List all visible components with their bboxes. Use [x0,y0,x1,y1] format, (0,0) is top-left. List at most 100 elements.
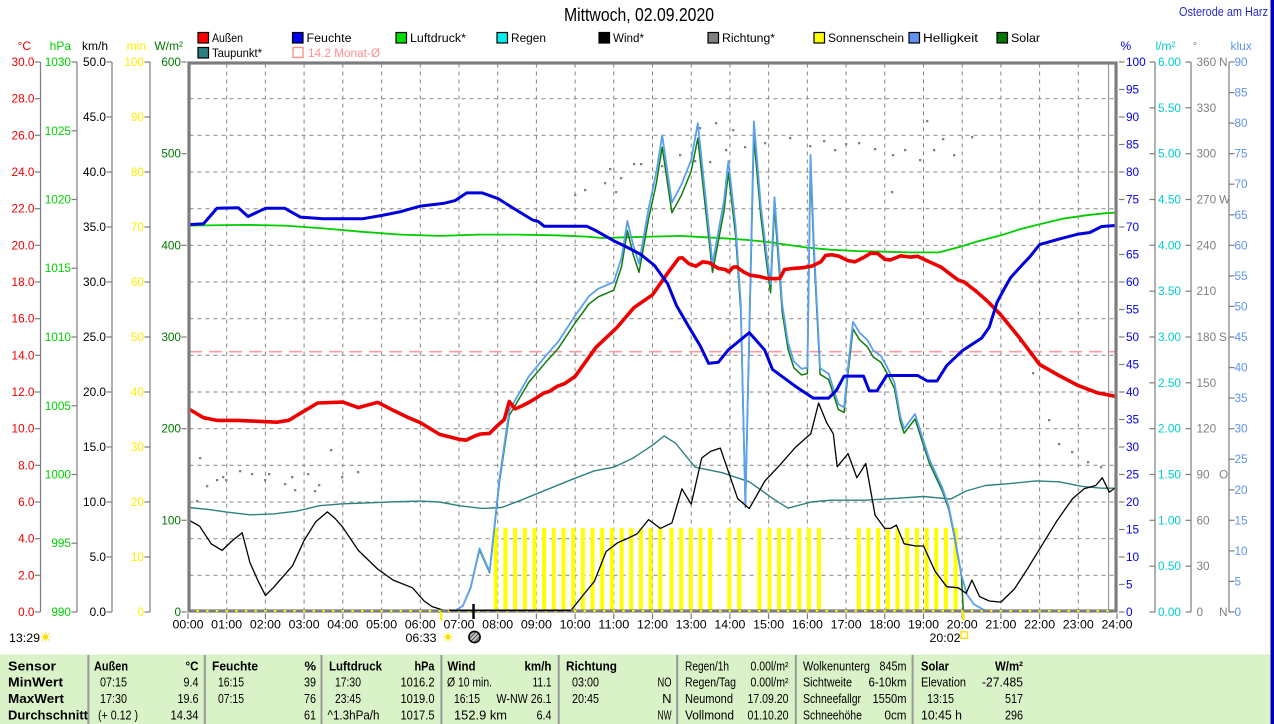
svg-text:6.0: 6.0 [18,495,35,509]
svg-text:14:00: 14:00 [714,618,745,632]
svg-text:17:30: 17:30 [335,675,361,690]
svg-text:360: 360 [1197,55,1217,69]
svg-text:10:45 h: 10:45 h [921,708,962,723]
svg-text:180: 180 [1197,330,1217,344]
svg-text:Feuchte: Feuchte [212,658,258,673]
svg-text:20:02: 20:02 [930,631,961,645]
svg-text:13:00: 13:00 [676,618,707,632]
svg-text:19.6: 19.6 [178,691,199,706]
svg-text:60: 60 [1235,238,1249,252]
svg-text:Feuchte: Feuchte [307,31,352,45]
svg-text:07:15: 07:15 [100,675,127,690]
svg-text:85: 85 [1235,86,1249,100]
svg-text:1550m: 1550m [873,691,907,706]
svg-text:10: 10 [1235,544,1249,558]
svg-text:NO: NO [658,675,672,690]
svg-text:50: 50 [131,330,145,344]
svg-text:°C: °C [186,658,200,673]
svg-text:45.0: 45.0 [83,110,106,124]
svg-text:0.00l/m²: 0.00l/m² [751,658,790,673]
svg-text:06:33: 06:33 [406,631,437,645]
svg-text:15: 15 [1126,523,1140,537]
svg-text:0.50: 0.50 [1158,559,1181,573]
svg-text:85: 85 [1126,138,1140,152]
svg-text:65: 65 [1126,248,1140,262]
svg-text:Regen/Tag: Regen/Tag [685,675,736,690]
svg-text:Osterode am Harz: Osterode am Harz [1179,4,1268,19]
svg-text:1030: 1030 [45,55,72,69]
svg-text:3.50: 3.50 [1158,284,1181,298]
svg-text:15:00: 15:00 [753,618,784,632]
svg-text:100: 100 [124,55,144,69]
svg-text:80: 80 [1235,116,1249,130]
svg-text:O: O [1219,468,1228,482]
svg-text:600: 600 [161,55,181,69]
svg-text:14.2 Monat-Ø: 14.2 Monat-Ø [308,46,380,60]
svg-text:2.00: 2.00 [1158,422,1181,436]
svg-text:200: 200 [161,422,181,436]
svg-text:Außen: Außen [212,31,243,45]
svg-text:Schneehöhe: Schneehöhe [803,708,862,723]
svg-text:W: W [1219,193,1231,207]
svg-text:Außen: Außen [94,658,128,673]
svg-text:35.0: 35.0 [83,220,106,234]
svg-text:10: 10 [1126,550,1140,564]
svg-text:°C: °C [18,39,32,53]
svg-text:08:00: 08:00 [482,618,513,632]
svg-text:Neumond: Neumond [685,691,733,706]
svg-text:20:00: 20:00 [947,618,978,632]
svg-text:hPa: hPa [50,39,72,53]
svg-text:17.09.20: 17.09.20 [748,691,789,706]
svg-text:24.0: 24.0 [12,165,35,179]
svg-text:17:30: 17:30 [100,691,127,706]
svg-text:5.50: 5.50 [1158,101,1181,115]
svg-text:Sensor: Sensor [8,658,56,673]
svg-text:Sichtweite: Sichtweite [803,675,852,690]
svg-text:Wind*: Wind* [613,31,644,45]
svg-text:Taupunkt*: Taupunkt* [212,46,262,60]
svg-text:10: 10 [131,550,145,564]
svg-text:hPa: hPa [415,658,436,673]
svg-text:0: 0 [1197,605,1204,619]
svg-text:20: 20 [1126,495,1140,509]
svg-text:MinWert: MinWert [8,675,64,690]
svg-text:11:00: 11:00 [598,618,629,632]
svg-text:90: 90 [131,110,145,124]
svg-text:16:15: 16:15 [454,691,480,706]
svg-text:80: 80 [131,165,145,179]
svg-text:75: 75 [1235,147,1249,161]
svg-text:45: 45 [1235,330,1249,344]
svg-text:0.00: 0.00 [1158,605,1181,619]
svg-text:35: 35 [1235,391,1249,405]
svg-text:19:00: 19:00 [908,618,939,632]
svg-text:14.0: 14.0 [12,348,35,362]
svg-text:23:00: 23:00 [1063,618,1094,632]
svg-text:10.0: 10.0 [12,422,35,436]
svg-text:Richtung*: Richtung* [722,31,775,45]
svg-text:W-NW 26.1: W-NW 26.1 [497,691,552,706]
svg-text:MaxWert: MaxWert [8,691,65,706]
svg-text:20: 20 [131,495,145,509]
svg-text:21:00: 21:00 [985,618,1016,632]
svg-text:60: 60 [131,275,145,289]
svg-text:150: 150 [1197,376,1217,390]
svg-text:Solar: Solar [1011,31,1040,45]
svg-text:16:00: 16:00 [792,618,823,632]
svg-text:50.0: 50.0 [83,55,106,69]
svg-text:5: 5 [1235,574,1242,588]
svg-text:11.1: 11.1 [533,675,552,690]
svg-text:6.00: 6.00 [1158,55,1181,69]
svg-text:296: 296 [1005,708,1023,723]
svg-text:5.0: 5.0 [90,550,107,564]
svg-text:04:00: 04:00 [327,618,358,632]
svg-text:Regen/1h: Regen/1h [685,658,729,673]
svg-text:°: ° [1193,39,1198,53]
svg-text:90: 90 [1197,468,1211,482]
svg-text:845m: 845m [880,658,907,673]
svg-text:1017.5: 1017.5 [401,708,435,723]
svg-text:Luftdruck*: Luftdruck* [410,31,466,45]
svg-text:16:15: 16:15 [218,675,244,690]
svg-text:N: N [1219,605,1228,619]
svg-text:4.00: 4.00 [1158,238,1181,252]
svg-text:40: 40 [131,385,145,399]
